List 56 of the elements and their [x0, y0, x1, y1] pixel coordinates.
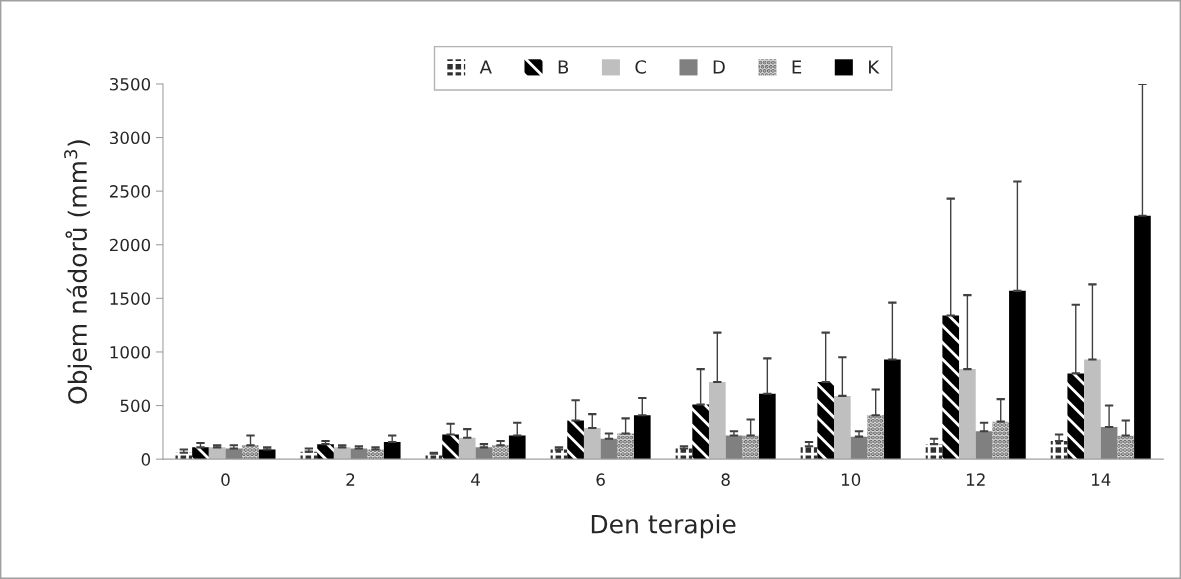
bar	[1117, 435, 1135, 460]
bar	[942, 315, 960, 460]
y-tick-label: 2500	[109, 185, 151, 198]
bar	[742, 435, 759, 460]
legend-label: C	[635, 60, 646, 74]
y-tick-label: 500	[120, 399, 151, 413]
legend-label: D	[713, 60, 725, 74]
bar	[242, 445, 259, 460]
bar	[959, 369, 976, 460]
bar	[317, 444, 334, 460]
bar	[1067, 373, 1085, 460]
legend-label: A	[479, 60, 492, 74]
bar	[1084, 359, 1101, 460]
bar	[442, 434, 459, 460]
y-tick-label: 2000	[109, 238, 151, 252]
x-axis-title: Den terapie	[591, 514, 736, 539]
bar	[834, 395, 851, 460]
bar	[458, 437, 476, 460]
bar	[583, 428, 601, 460]
bar	[708, 381, 726, 460]
bar	[992, 421, 1010, 460]
bar	[508, 435, 526, 460]
x-tick-label: 14	[1091, 473, 1111, 486]
x-tick-label: 6	[596, 473, 605, 486]
x-tick-label: 4	[471, 473, 480, 486]
bar	[867, 415, 885, 460]
bar	[884, 359, 901, 460]
y-tick-label: 1000	[110, 345, 151, 359]
x-tick-label: 10	[841, 473, 861, 486]
bar	[633, 415, 651, 460]
bar	[225, 448, 243, 460]
x-tick-label: 0	[221, 473, 230, 486]
bar	[1100, 426, 1118, 460]
x-tick-label: 12	[966, 473, 985, 486]
legend-label: E	[792, 60, 802, 74]
bar	[1009, 290, 1026, 460]
legend-label: B	[558, 60, 569, 74]
y-tick-label: 1500	[110, 292, 151, 305]
bar	[333, 447, 351, 460]
bar	[1134, 215, 1151, 460]
bar	[975, 431, 993, 460]
bar	[192, 447, 209, 460]
bar	[383, 442, 401, 460]
x-tick-label: 2	[346, 473, 355, 486]
y-axis-title: Objem nádorů (mm$^{3}$)	[64, 140, 92, 404]
y-tick-label: 3000	[110, 131, 151, 145]
legend-label: K	[869, 60, 880, 74]
bar	[617, 433, 634, 460]
x-tick-label: 8	[721, 473, 730, 486]
bar	[758, 393, 776, 460]
y-tick-label: 0	[141, 453, 151, 466]
y-tick-label: 3500	[110, 77, 151, 91]
bar	[567, 420, 584, 460]
bar	[817, 381, 835, 460]
bar	[692, 404, 709, 460]
bar	[492, 445, 509, 460]
